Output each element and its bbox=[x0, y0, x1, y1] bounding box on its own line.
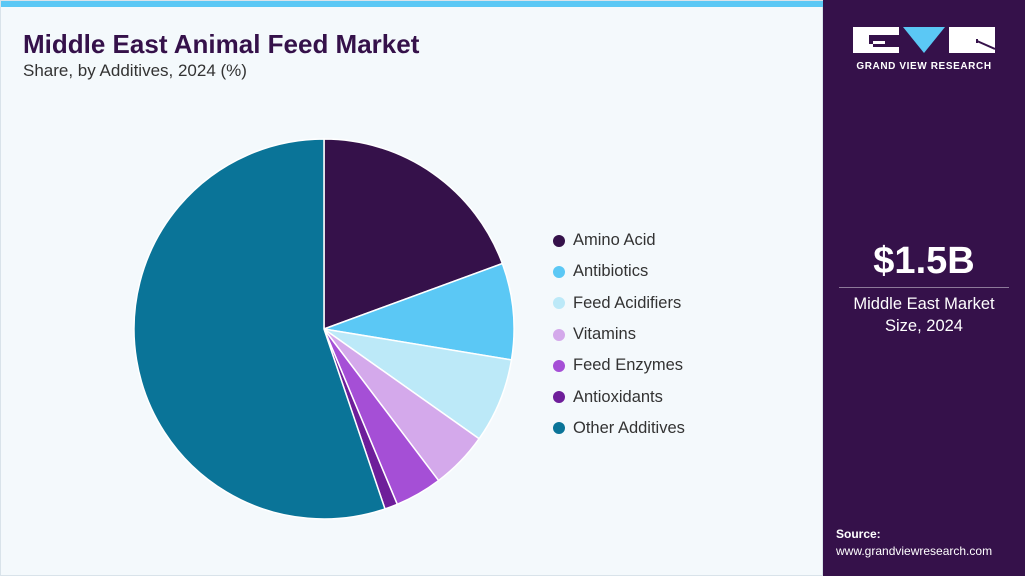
chart-subtitle: Share, by Additives, 2024 (%) bbox=[23, 61, 247, 80]
legend-label: Amino Acid bbox=[573, 231, 656, 250]
market-label-line2: Size, 2024 bbox=[885, 317, 963, 335]
legend-dot-icon bbox=[553, 359, 565, 372]
market-label-line1: Middle East Market bbox=[853, 295, 995, 313]
chart-area: Middle East Animal Feed Market Share, by… bbox=[0, 0, 824, 576]
market-value-label: Middle East Market Size, 2024 bbox=[823, 293, 1025, 337]
side-panel: GRAND VIEW RESEARCH $1.5B Middle East Ma… bbox=[823, 0, 1025, 576]
brand-name: GRAND VIEW RESEARCH bbox=[856, 61, 992, 72]
legend-label: Feed Acidifiers bbox=[573, 293, 682, 312]
divider bbox=[839, 287, 1009, 288]
source: Source: www.grandviewresearch.com bbox=[836, 526, 992, 560]
pie-slice-other-additives bbox=[133, 138, 386, 520]
source-label: Source: bbox=[836, 527, 881, 541]
legend-item: Antibiotics bbox=[553, 256, 685, 287]
legend-dot-icon bbox=[553, 297, 565, 310]
market-value: $1.5B bbox=[873, 240, 975, 282]
legend-dot-icon bbox=[553, 265, 565, 278]
legend-dot-icon bbox=[553, 234, 565, 247]
legend-item: Feed Acidifiers bbox=[553, 288, 685, 319]
gvr-logo-icon bbox=[853, 27, 995, 53]
legend-label: Other Additives bbox=[573, 418, 685, 437]
legend-label: Vitamins bbox=[573, 325, 636, 344]
legend-item: Other Additives bbox=[553, 413, 685, 444]
legend-label: Antioxidants bbox=[573, 387, 663, 406]
legend-item: Antioxidants bbox=[553, 381, 685, 412]
source-url[interactable]: www.grandviewresearch.com bbox=[836, 544, 993, 558]
legend-dot-icon bbox=[553, 391, 565, 404]
legend-dot-icon bbox=[553, 422, 565, 435]
legend-dot-icon bbox=[553, 328, 565, 341]
legend-label: Feed Enzymes bbox=[573, 356, 684, 375]
legend-item: Amino Acid bbox=[553, 225, 685, 256]
pie-chart bbox=[133, 138, 515, 520]
chart-title: Middle East Animal Feed Market bbox=[23, 29, 420, 59]
accent-bar bbox=[1, 1, 824, 7]
legend-label: Antibiotics bbox=[573, 262, 649, 281]
legend: Amino Acid Antibiotics Feed Acidifiers Vita… bbox=[553, 225, 685, 444]
legend-item: Vitamins bbox=[553, 319, 685, 350]
pie-slice-antibiotics bbox=[321, 262, 515, 361]
pie-slice-amino-acid bbox=[323, 138, 504, 331]
legend-item: Feed Enzymes bbox=[553, 350, 685, 381]
